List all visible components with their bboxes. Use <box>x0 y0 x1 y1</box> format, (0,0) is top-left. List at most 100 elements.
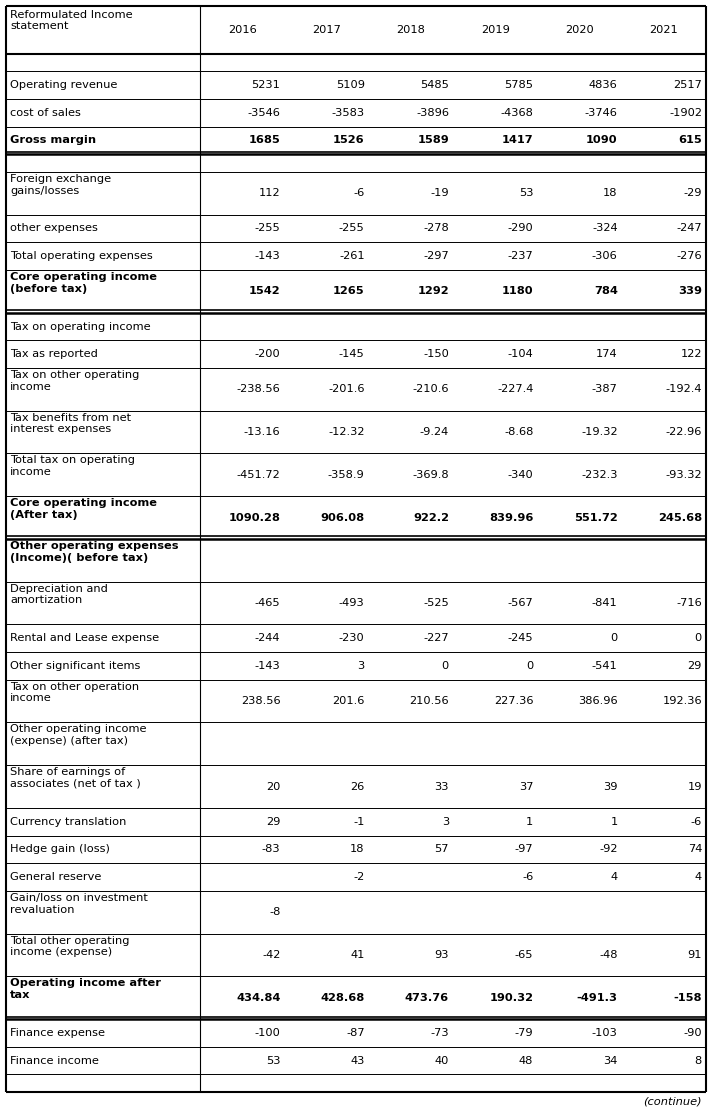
Text: -65: -65 <box>515 950 533 960</box>
Text: -493: -493 <box>339 598 365 608</box>
Text: -201.6: -201.6 <box>328 385 365 395</box>
Text: Other operating income
(expense) (after tax): Other operating income (expense) (after … <box>10 725 147 746</box>
Text: 5109: 5109 <box>335 80 365 90</box>
Text: 34: 34 <box>603 1055 618 1065</box>
Text: -230: -230 <box>339 633 365 643</box>
Text: 1: 1 <box>526 816 533 826</box>
Text: -145: -145 <box>339 349 365 359</box>
Text: Finance expense: Finance expense <box>10 1027 105 1037</box>
Text: -716: -716 <box>676 598 702 608</box>
Text: 93: 93 <box>434 950 449 960</box>
Text: -247: -247 <box>676 224 702 234</box>
Text: 39: 39 <box>603 782 618 792</box>
Text: Tax on operating income: Tax on operating income <box>10 321 151 331</box>
Text: -369.8: -369.8 <box>412 470 449 480</box>
Text: Tax on other operation
income: Tax on other operation income <box>10 682 139 704</box>
Text: -3746: -3746 <box>585 108 618 118</box>
Text: -97: -97 <box>515 844 533 854</box>
Text: 43: 43 <box>350 1055 365 1065</box>
Text: Share of earnings of
associates (net of tax ): Share of earnings of associates (net of … <box>10 767 141 788</box>
Text: 227.36: 227.36 <box>494 696 533 706</box>
Text: Gross margin: Gross margin <box>10 136 96 146</box>
Text: 922.2: 922.2 <box>413 513 449 523</box>
Text: -387: -387 <box>592 385 618 395</box>
Text: 18: 18 <box>603 188 618 198</box>
Text: 5231: 5231 <box>251 80 281 90</box>
Text: -541: -541 <box>592 661 618 671</box>
Text: 2017: 2017 <box>312 24 341 34</box>
Text: -93.32: -93.32 <box>666 470 702 480</box>
Text: 3: 3 <box>357 661 365 671</box>
Text: -192.4: -192.4 <box>666 385 702 395</box>
Text: 238.56: 238.56 <box>241 696 281 706</box>
Text: -567: -567 <box>508 598 533 608</box>
Text: 2517: 2517 <box>673 80 702 90</box>
Text: -19: -19 <box>430 188 449 198</box>
Text: -290: -290 <box>508 224 533 234</box>
Text: -8: -8 <box>269 907 281 917</box>
Text: 4: 4 <box>610 872 618 882</box>
Text: 174: 174 <box>596 349 618 359</box>
Text: 91: 91 <box>688 950 702 960</box>
Text: -4368: -4368 <box>501 108 533 118</box>
Text: Total other operating
income (expense): Total other operating income (expense) <box>10 935 130 957</box>
Text: -3896: -3896 <box>416 108 449 118</box>
Text: -6: -6 <box>691 816 702 826</box>
Text: (continue): (continue) <box>644 1096 702 1106</box>
Text: 1526: 1526 <box>333 136 365 146</box>
Text: -306: -306 <box>592 251 618 261</box>
Text: 74: 74 <box>688 844 702 854</box>
Text: -255: -255 <box>339 224 365 234</box>
Text: 2021: 2021 <box>649 24 679 34</box>
Text: 2016: 2016 <box>228 24 256 34</box>
Text: 37: 37 <box>519 782 533 792</box>
Text: 19: 19 <box>688 782 702 792</box>
Text: 201.6: 201.6 <box>333 696 365 706</box>
Text: 4: 4 <box>695 872 702 882</box>
Text: 615: 615 <box>679 136 702 146</box>
Text: -19.32: -19.32 <box>581 427 618 437</box>
Text: -244: -244 <box>255 633 281 643</box>
Text: 1265: 1265 <box>333 286 365 296</box>
Text: 33: 33 <box>434 782 449 792</box>
Text: -465: -465 <box>255 598 281 608</box>
Text: Depreciation and
amortization: Depreciation and amortization <box>10 584 108 605</box>
Text: 0: 0 <box>526 661 533 671</box>
Text: Operating revenue: Operating revenue <box>10 80 117 90</box>
Text: -232.3: -232.3 <box>581 470 618 480</box>
Text: -12.32: -12.32 <box>328 427 365 437</box>
Text: Core operating income
(before tax): Core operating income (before tax) <box>10 272 157 294</box>
Text: 1090: 1090 <box>586 136 618 146</box>
Text: 428.68: 428.68 <box>320 993 365 1003</box>
Text: Rental and Lease expense: Rental and Lease expense <box>10 633 159 643</box>
Text: 1090.28: 1090.28 <box>229 513 281 523</box>
Text: 53: 53 <box>266 1055 281 1065</box>
Text: Operating income after
tax: Operating income after tax <box>10 979 161 1000</box>
Text: 122: 122 <box>681 349 702 359</box>
Text: -103: -103 <box>592 1027 618 1037</box>
Text: 434.84: 434.84 <box>236 993 281 1003</box>
Text: Core operating income
(After tax): Core operating income (After tax) <box>10 498 157 519</box>
Text: -87: -87 <box>346 1027 365 1037</box>
Text: 53: 53 <box>519 188 533 198</box>
Text: 0: 0 <box>695 633 702 643</box>
Text: -9.24: -9.24 <box>420 427 449 437</box>
Text: -227.4: -227.4 <box>497 385 533 395</box>
Text: -90: -90 <box>684 1027 702 1037</box>
Text: 112: 112 <box>258 188 281 198</box>
Text: -8.68: -8.68 <box>504 427 533 437</box>
Text: 18: 18 <box>350 844 365 854</box>
Text: -255: -255 <box>255 224 281 234</box>
Text: 5485: 5485 <box>420 80 449 90</box>
Text: 29: 29 <box>688 661 702 671</box>
Text: 906.08: 906.08 <box>320 513 365 523</box>
Text: -3583: -3583 <box>332 108 365 118</box>
Text: -238.56: -238.56 <box>236 385 281 395</box>
Text: -104: -104 <box>508 349 533 359</box>
Text: -237: -237 <box>508 251 533 261</box>
Text: -42: -42 <box>262 950 281 960</box>
Text: 386.96: 386.96 <box>578 696 618 706</box>
Text: 1292: 1292 <box>417 286 449 296</box>
Text: -491.3: -491.3 <box>577 993 618 1003</box>
Text: 473.76: 473.76 <box>405 993 449 1003</box>
